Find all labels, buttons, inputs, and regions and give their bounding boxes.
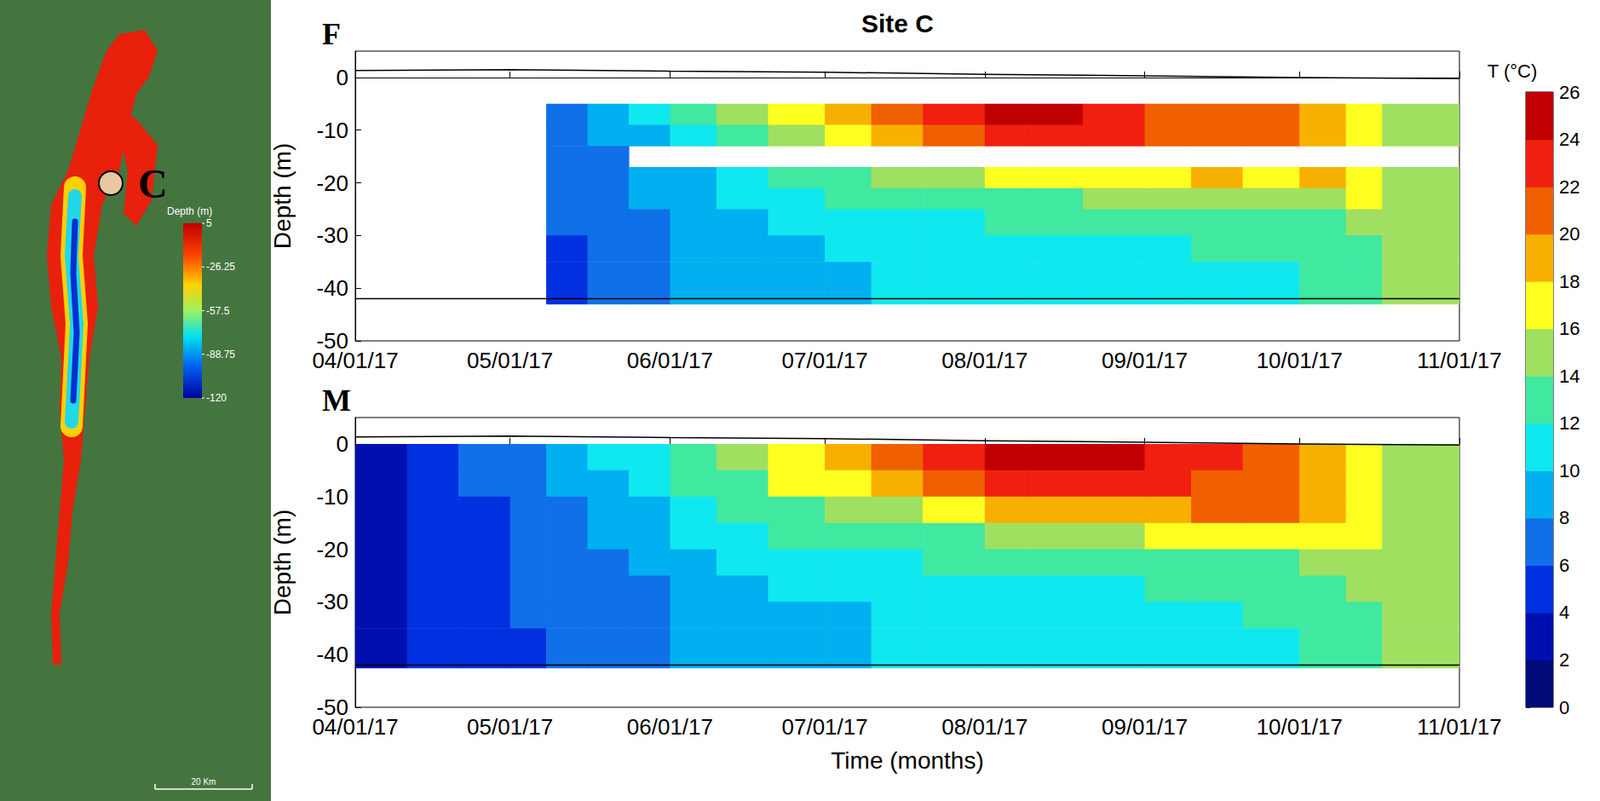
svg-text:0: 0 bbox=[336, 64, 349, 91]
svg-text:11/01/17: 11/01/17 bbox=[1416, 713, 1502, 740]
svg-text:-20: -20 bbox=[316, 170, 349, 196]
svg-text:6: 6 bbox=[1559, 554, 1570, 576]
svg-text:12: 12 bbox=[1559, 412, 1580, 434]
svg-text:07/01/17: 07/01/17 bbox=[781, 713, 868, 740]
svg-text:10/01/17: 10/01/17 bbox=[1256, 347, 1343, 374]
svg-text:24: 24 bbox=[1559, 128, 1580, 150]
svg-text:-120: -120 bbox=[206, 391, 227, 404]
svg-text:18: 18 bbox=[1559, 270, 1580, 293]
svg-text:5: 5 bbox=[206, 217, 213, 230]
svg-text:8: 8 bbox=[1559, 506, 1570, 529]
svg-text:08/01/17: 08/01/17 bbox=[941, 713, 1028, 740]
svg-text:-10: -10 bbox=[316, 117, 349, 144]
svg-text:-30: -30 bbox=[316, 588, 349, 615]
svg-text:10/01/17: 10/01/17 bbox=[1256, 713, 1343, 740]
svg-text:0: 0 bbox=[1559, 696, 1570, 719]
svg-text:20: 20 bbox=[1559, 223, 1580, 245]
svg-text:08/01/17: 08/01/17 bbox=[941, 347, 1028, 374]
svg-text:0: 0 bbox=[336, 431, 349, 457]
svg-text:Time (months): Time (months) bbox=[830, 747, 984, 774]
svg-text:05/01/17: 05/01/17 bbox=[466, 347, 553, 374]
svg-text:20 Km: 20 Km bbox=[191, 776, 217, 787]
svg-text:-40: -40 bbox=[316, 641, 349, 668]
svg-text:F: F bbox=[322, 17, 341, 52]
svg-text:04/01/17: 04/01/17 bbox=[311, 713, 398, 740]
svg-text:-40: -40 bbox=[316, 275, 349, 301]
svg-text:10: 10 bbox=[1559, 460, 1580, 482]
svg-text:09/01/17: 09/01/17 bbox=[1101, 347, 1188, 374]
svg-text:-26.25: -26.25 bbox=[206, 260, 236, 273]
svg-text:22: 22 bbox=[1559, 176, 1580, 198]
svg-text:Depth (m): Depth (m) bbox=[269, 143, 296, 249]
svg-text:Site C: Site C bbox=[861, 9, 934, 38]
svg-text:04/01/17: 04/01/17 bbox=[311, 347, 398, 374]
svg-text:4: 4 bbox=[1559, 601, 1570, 623]
svg-text:06/01/17: 06/01/17 bbox=[627, 347, 714, 374]
svg-text:M: M bbox=[322, 383, 352, 418]
svg-text:-20: -20 bbox=[316, 536, 349, 563]
svg-text:T (°C): T (°C) bbox=[1487, 60, 1538, 82]
svg-text:06/01/17: 06/01/17 bbox=[627, 713, 714, 740]
svg-text:16: 16 bbox=[1559, 317, 1580, 340]
svg-text:05/01/17: 05/01/17 bbox=[466, 713, 553, 740]
svg-text:C: C bbox=[138, 161, 168, 207]
svg-text:-88.75: -88.75 bbox=[206, 348, 236, 361]
svg-text:-10: -10 bbox=[316, 483, 349, 510]
svg-text:09/01/17: 09/01/17 bbox=[1101, 713, 1188, 740]
svg-text:Depth (m): Depth (m) bbox=[269, 509, 296, 616]
svg-text:2: 2 bbox=[1559, 649, 1570, 671]
svg-text:07/01/17: 07/01/17 bbox=[781, 347, 868, 374]
svg-text:26: 26 bbox=[1559, 81, 1580, 104]
svg-text:-50: -50 bbox=[316, 328, 349, 354]
svg-text:-50: -50 bbox=[316, 694, 349, 720]
svg-text:-30: -30 bbox=[316, 222, 349, 248]
svg-text:-57.5: -57.5 bbox=[206, 305, 231, 317]
svg-text:14: 14 bbox=[1559, 365, 1580, 387]
svg-text:Depth (m): Depth (m) bbox=[166, 205, 213, 218]
svg-text:11/01/17: 11/01/17 bbox=[1416, 347, 1502, 374]
